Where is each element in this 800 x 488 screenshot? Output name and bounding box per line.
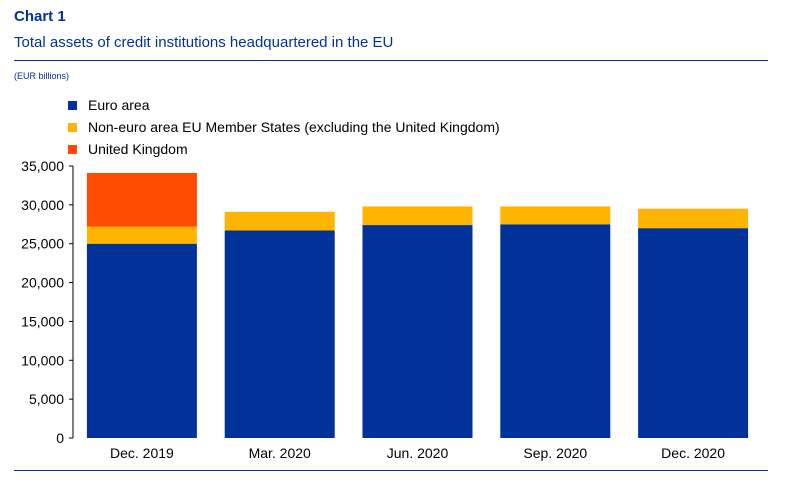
x-tick-label: Mar. 2020 — [249, 445, 311, 461]
chart-subtitle: Total assets of credit institutions head… — [14, 34, 394, 51]
y-tick-label: 0 — [56, 430, 64, 446]
top-rule — [14, 60, 768, 61]
y-tick-label: 15,000 — [21, 313, 64, 329]
bar-segment-euro-area — [86, 243, 197, 438]
legend-label-euro-area: Euro area — [88, 97, 150, 113]
y-tick-label: 30,000 — [21, 197, 64, 213]
x-tick-label: Jun. 2020 — [387, 445, 449, 461]
bar-segment-non-euro — [500, 206, 611, 225]
legend-swatch-united-kingdom — [68, 145, 77, 154]
plot-area: 0 5,000 10,000 15,000 20,000 25,000 30,000 35,0… — [21, 158, 749, 461]
bar-segment-united-kingdom — [86, 172, 197, 227]
y-tick-label: 25,000 — [21, 236, 64, 252]
x-tick-label: Sep. 2020 — [523, 445, 587, 461]
bottom-rule — [14, 470, 768, 471]
legend-label-united-kingdom: United Kingdom — [88, 141, 188, 157]
bar-segment-euro-area — [224, 230, 335, 438]
unit-label: (EUR billions) — [14, 71, 70, 81]
bar-segment-non-euro — [86, 226, 197, 244]
x-tick-label: Dec. 2019 — [110, 445, 174, 461]
bar-segment-euro-area — [638, 228, 749, 438]
bar-segment-euro-area — [500, 224, 611, 438]
bar-segment-non-euro — [638, 208, 749, 229]
legend-item-euro-area: Euro area — [68, 96, 500, 118]
legend-swatch-euro-area — [68, 101, 77, 110]
x-tick-label: Dec. 2020 — [661, 445, 725, 461]
bar-segment-euro-area — [362, 225, 473, 438]
y-tick-label: 5,000 — [29, 391, 64, 407]
bar-segment-non-euro — [224, 211, 335, 231]
legend-label-non-euro: Non-euro area EU Member States (excludin… — [88, 119, 500, 135]
legend-item-non-euro: Non-euro area EU Member States (excludin… — [68, 118, 500, 140]
legend-item-united-kingdom: United Kingdom — [68, 140, 500, 162]
y-tick-label: 35,000 — [21, 158, 64, 174]
legend-swatch-non-euro — [68, 123, 77, 132]
bar-segment-non-euro — [362, 206, 473, 226]
y-tick-label: 10,000 — [21, 352, 64, 368]
legend: Euro area Non-euro area EU Member States… — [68, 96, 500, 162]
chart-title: Chart 1 — [14, 8, 66, 25]
y-tick-label: 20,000 — [21, 275, 64, 291]
